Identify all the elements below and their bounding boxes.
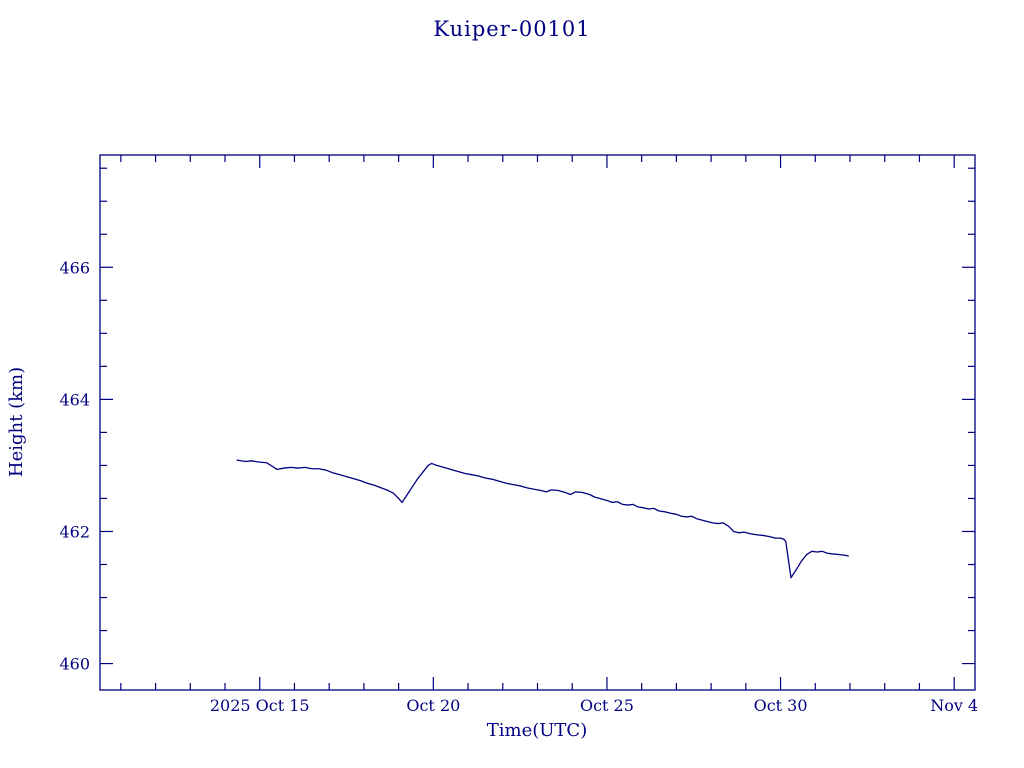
y-tick-label: 460 bbox=[59, 655, 90, 674]
plot-frame bbox=[99, 154, 976, 691]
data-series bbox=[236, 459, 849, 579]
y-tick-label: 464 bbox=[59, 390, 90, 409]
tick-labels: 2025 Oct 15 Oct 20 Oct 25 Oct 30 Nov 4 460 462… bbox=[59, 258, 978, 715]
axis-frame bbox=[99, 154, 976, 691]
x-tick-label: Oct 25 bbox=[580, 696, 634, 715]
height-series-line bbox=[236, 459, 849, 579]
x-tick-label: Oct 20 bbox=[406, 696, 460, 715]
x-axis-label: Time(UTC) bbox=[487, 720, 587, 741]
axis-ticks bbox=[100, 155, 975, 690]
y-tick-label: 462 bbox=[59, 522, 90, 541]
chart-title: Kuiper-00101 bbox=[433, 17, 590, 41]
x-tick-label: 2025 Oct 15 bbox=[210, 696, 310, 715]
x-tick-label: Nov 4 bbox=[930, 696, 978, 715]
y-tick-label: 466 bbox=[59, 258, 90, 277]
x-tick-label: Oct 30 bbox=[754, 696, 808, 715]
y-axis-label: Height (km) bbox=[6, 367, 27, 477]
